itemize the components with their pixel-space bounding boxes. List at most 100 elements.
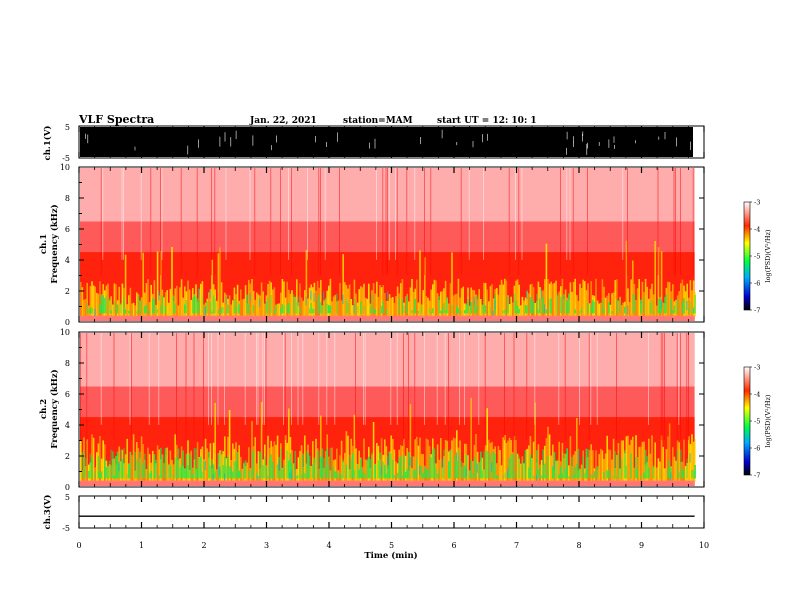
spectrogram-column	[284, 435, 287, 482]
spectrogram-column	[484, 283, 487, 317]
spectrogram-column	[689, 453, 691, 463]
spectrogram-column	[104, 459, 106, 479]
spectrogram-column	[131, 303, 133, 317]
spectrogram-column	[472, 473, 474, 479]
spectrogram-column	[401, 279, 404, 317]
spectrogram-column	[548, 434, 551, 482]
spectrogram-column	[555, 280, 557, 317]
ch1-waveform-gap	[613, 136, 615, 143]
spectrogram-column	[380, 306, 383, 314]
spectrogram-column	[444, 439, 447, 482]
spectrogram-column	[526, 305, 528, 314]
spectrogram-column	[664, 296, 666, 314]
spectrogram-column	[270, 282, 272, 317]
spectrogram-column	[184, 286, 186, 317]
spectrogram-column	[372, 283, 375, 317]
spectrogram-streak	[484, 333, 486, 441]
spectrogram-column	[259, 298, 261, 308]
spectrogram-column	[270, 454, 272, 479]
spectrogram-column	[475, 294, 477, 317]
spectrogram-column	[667, 436, 669, 482]
spectrogram-column	[531, 298, 533, 314]
spectrogram-column	[422, 454, 424, 482]
spectrogram-column	[188, 289, 191, 317]
spectrogram-column	[492, 310, 494, 320]
spectrogram-column	[590, 444, 592, 482]
spectrogram-column	[387, 464, 389, 479]
spectrogram-streak	[297, 333, 299, 425]
spectrogram-column	[164, 305, 167, 314]
colorbar-tick-label: -4	[754, 226, 760, 234]
spectrogram-column	[475, 434, 477, 482]
spectrogram-column	[644, 449, 647, 479]
spectrogram-column	[104, 298, 106, 314]
spectrogram-column	[464, 310, 466, 314]
spectrogram-column	[382, 285, 384, 317]
spectrogram-column	[337, 300, 340, 317]
spectrogram-column	[361, 470, 364, 479]
spectrogram-column	[201, 281, 204, 317]
spectrogram-column	[539, 298, 541, 314]
spectrogram-ytick-label: 6	[65, 225, 70, 234]
spectrogram-column	[574, 278, 576, 317]
spectrogram-column	[579, 469, 581, 479]
spectrogram-column	[643, 472, 645, 479]
spectrogram-column	[342, 254, 344, 317]
spectrogram-column	[641, 281, 644, 317]
spectrogram-column	[83, 299, 85, 317]
spectrogram-column	[473, 456, 476, 479]
spectrogram-column	[380, 438, 383, 482]
spectrogram-streak	[588, 333, 590, 441]
spectrogram-column	[340, 440, 343, 482]
spectrogram-column	[657, 247, 660, 317]
spectrogram-column	[409, 287, 412, 317]
spectrogram-column	[665, 293, 668, 314]
spectrogram-column	[651, 300, 653, 314]
spectrogram-column	[222, 465, 224, 479]
spectrogram-column	[566, 448, 568, 479]
spectrogram-column	[419, 250, 421, 317]
spectrogram-column	[425, 296, 428, 317]
spectrogram-streak	[161, 168, 163, 260]
spectrogram-bottom-band	[80, 315, 695, 321]
spectrogram-column	[110, 310, 112, 314]
spectrogram-streak	[364, 333, 366, 425]
spectrogram-column	[561, 473, 564, 479]
spectrogram-column	[616, 299, 618, 314]
spectrogram-ytick-label: 10	[60, 328, 70, 337]
spectrogram-column	[228, 295, 231, 317]
spectrogram-column	[617, 300, 620, 317]
spectrogram-column	[220, 454, 223, 482]
ch1-ytick-label: -5	[62, 154, 70, 163]
spectrogram-column	[337, 470, 340, 482]
spectrogram-column	[342, 294, 344, 304]
spectrogram-column	[115, 455, 117, 479]
spectrogram-column	[475, 306, 477, 314]
spectrogram-column	[300, 445, 303, 482]
spectrogram-column	[660, 251, 663, 317]
ch1-waveform-gap	[271, 145, 272, 151]
spectrogram-column	[580, 307, 583, 314]
spectrogram-column	[537, 444, 540, 482]
spectrogram-column	[628, 302, 631, 317]
spectrogram-column	[619, 298, 621, 314]
spectrogram-column	[220, 307, 223, 314]
spectrogram-column	[332, 466, 335, 479]
spectrogram-column	[281, 303, 284, 314]
spectrogram-column	[323, 457, 325, 479]
spectrogram-column	[353, 414, 356, 482]
spectrogram-column	[128, 463, 130, 479]
spectrogram-column	[307, 298, 309, 317]
spectrogram-column	[440, 438, 442, 482]
spectrogram-column	[539, 465, 541, 479]
spectrogram-column	[411, 310, 413, 314]
spectrogram-column	[382, 461, 384, 479]
spectrogram-streak	[513, 333, 515, 441]
x-tick-label: 4	[326, 541, 331, 550]
spectrogram-column	[230, 304, 232, 317]
spectrogram-column	[526, 291, 528, 317]
spectrogram-column	[214, 402, 216, 482]
spectrogram-column	[94, 467, 96, 482]
spectrogram-column	[456, 452, 457, 462]
spectrogram-column	[552, 466, 554, 479]
